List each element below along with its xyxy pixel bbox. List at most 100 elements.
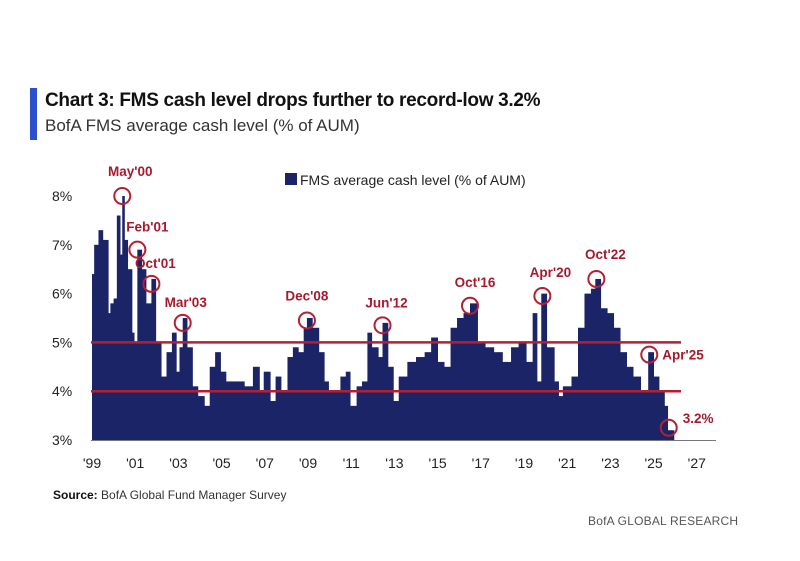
bar <box>350 405 357 440</box>
x-tick-label: '21 <box>558 455 576 471</box>
bar <box>270 400 276 440</box>
bar <box>146 303 152 440</box>
bar <box>244 386 254 440</box>
annotation-circle <box>113 187 132 205</box>
bar <box>287 357 294 440</box>
bar <box>176 371 180 440</box>
bar <box>558 396 564 440</box>
bar <box>416 357 426 440</box>
bar <box>116 215 121 440</box>
annotation-circle <box>587 269 606 288</box>
y-tick-label: 5% <box>52 334 72 350</box>
x-tick-label: '17 <box>472 455 490 471</box>
annotation-label: May'00 <box>108 164 153 179</box>
bar <box>120 254 123 440</box>
bar <box>633 376 642 440</box>
bar <box>131 332 135 440</box>
bar <box>98 230 104 440</box>
bar <box>590 288 596 440</box>
y-tick-label: 6% <box>52 286 72 302</box>
bar <box>470 303 478 440</box>
chart-subtitle: BofA FMS average cash level (% of AUM) <box>45 116 360 135</box>
x-tick-label: '01 <box>126 455 144 471</box>
bar <box>192 386 199 440</box>
annotation-circle <box>142 274 161 293</box>
annotation-label: Oct'16 <box>455 275 496 290</box>
bar <box>298 352 305 440</box>
annotation-label: Apr'25 <box>662 348 704 363</box>
bar <box>613 327 621 440</box>
bar <box>281 391 288 440</box>
x-tick-label: '19 <box>515 455 533 471</box>
annotation-circle <box>461 296 479 315</box>
legend-swatch <box>285 173 297 185</box>
y-tick-label: 3% <box>52 432 72 448</box>
bar <box>362 381 368 440</box>
y-tick-label: 7% <box>52 237 72 253</box>
footer-brand: BofA GLOBAL RESEARCH <box>588 514 739 528</box>
annotation-label: Apr'20 <box>530 265 571 280</box>
bar <box>378 357 383 440</box>
bar <box>457 318 464 440</box>
x-tick-label: '13 <box>385 455 403 471</box>
bar <box>387 366 394 440</box>
bar <box>303 327 308 440</box>
bar <box>536 381 542 440</box>
bar <box>171 332 177 440</box>
annotation-label: Oct'01 <box>135 256 176 271</box>
bar <box>659 391 665 440</box>
bar <box>607 313 615 440</box>
bar <box>182 318 188 440</box>
bar <box>620 352 627 440</box>
x-tick-label: '03 <box>169 455 187 471</box>
bar <box>595 278 602 440</box>
bar <box>444 366 451 440</box>
annotation-circle <box>128 240 147 259</box>
bar <box>252 366 260 440</box>
annotation-label: 3.2% <box>683 411 714 426</box>
bar <box>398 376 408 440</box>
bar <box>220 371 227 440</box>
bar <box>431 337 438 440</box>
bar <box>626 366 634 440</box>
bar <box>225 381 238 440</box>
annotation-label: Mar'03 <box>165 295 208 310</box>
annotation-circle <box>173 313 192 332</box>
annotation-circle <box>659 418 678 437</box>
bar <box>546 347 555 440</box>
bar <box>209 366 216 440</box>
annotation-label: Feb'01 <box>126 220 169 235</box>
bar <box>640 391 649 440</box>
bar <box>407 361 417 440</box>
bar <box>161 376 167 440</box>
x-tick-label: '23 <box>601 455 619 471</box>
bar <box>382 322 389 440</box>
bar <box>367 332 373 440</box>
bar <box>137 249 143 440</box>
bar <box>275 376 282 440</box>
bar <box>108 313 111 440</box>
annotation-circle <box>640 345 659 364</box>
bar <box>526 361 534 440</box>
bar <box>335 391 341 440</box>
x-tick-label: '09 <box>299 455 317 471</box>
bar <box>532 313 538 440</box>
bar <box>424 352 432 440</box>
source-text: BofA Global Fund Manager Survey <box>101 488 287 502</box>
bar <box>166 352 173 440</box>
x-tick-label: '27 <box>688 455 706 471</box>
x-tick-label: '07 <box>256 455 274 471</box>
annotation-circle <box>373 316 392 335</box>
y-tick-label: 4% <box>52 383 72 399</box>
x-tick-label: '11 <box>343 455 360 471</box>
bar <box>356 386 363 440</box>
bar <box>493 352 503 440</box>
bar <box>463 313 471 440</box>
chart-title: Chart 3: FMS cash level drops further to… <box>45 90 541 111</box>
bar <box>562 386 572 440</box>
bar <box>584 293 592 440</box>
bar <box>179 347 184 440</box>
bar <box>653 376 660 440</box>
x-tick-label: '25 <box>644 455 662 471</box>
